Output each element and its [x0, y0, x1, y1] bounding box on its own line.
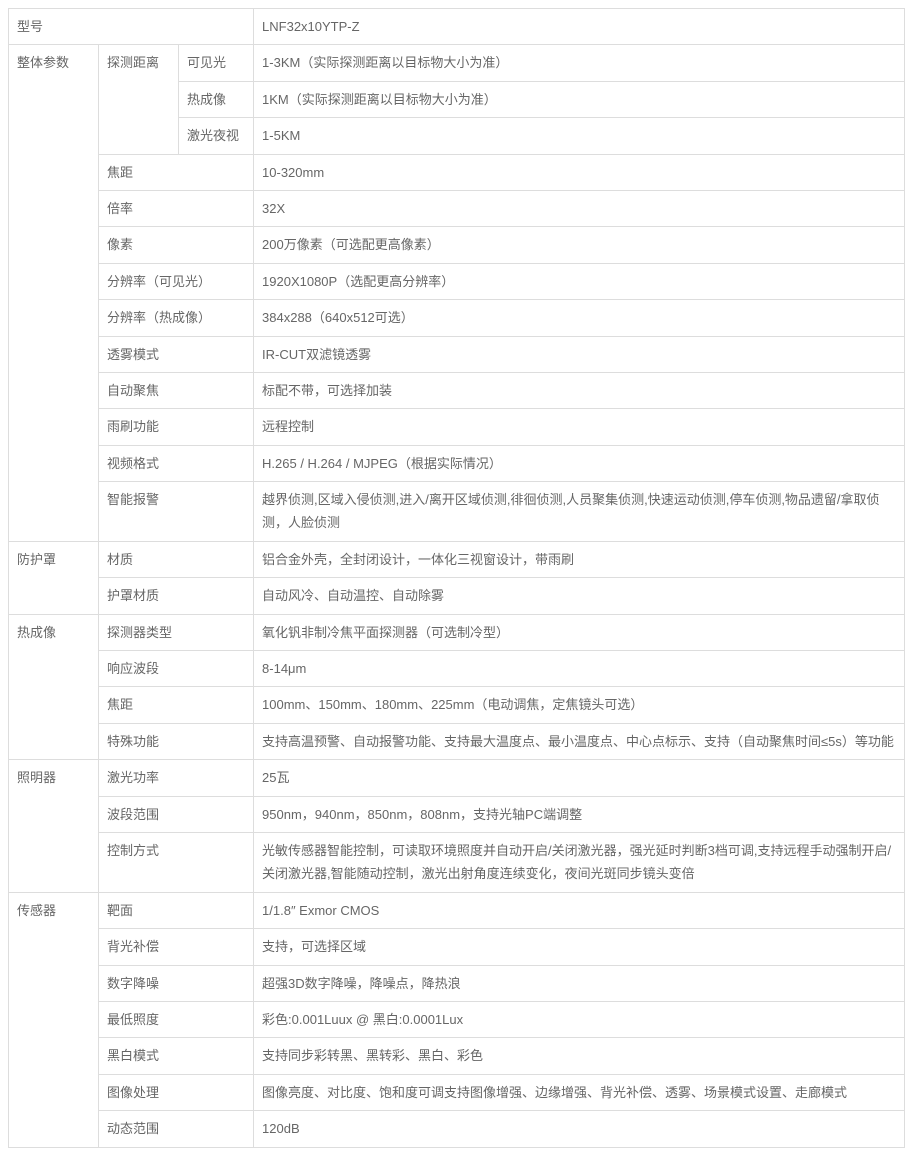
illum-label: 照明器: [9, 760, 99, 893]
overall-label: 整体参数: [9, 45, 99, 541]
sensor-target-label: 靶面: [99, 892, 254, 928]
thermal-focal-value: 100mm、150mm、180mm、225mm（电动调焦，定焦镜头可选）: [254, 687, 905, 723]
sensor-target-value: 1/1.8″ Exmor CMOS: [254, 892, 905, 928]
video-label: 视频格式: [99, 445, 254, 481]
alarm-value: 越界侦测,区域入侵侦测,进入/离开区域侦测,徘徊侦测,人员聚集侦测,快速运动侦测…: [254, 482, 905, 542]
housing-label: 防护罩: [9, 541, 99, 614]
pixel-value: 200万像素（可选配更高像素）: [254, 227, 905, 263]
af-label: 自动聚焦: [99, 372, 254, 408]
illum-band-value: 950nm，940nm，850nm，808nm，支持光轴PC端调整: [254, 796, 905, 832]
illum-power-value: 25瓦: [254, 760, 905, 796]
sensor-minlux-value: 彩色:0.001Luux @ 黑白:0.0001Lux: [254, 1001, 905, 1037]
illum-control-value: 光敏传感器智能控制，可读取环境照度并自动开启/关闭激光器，强光延时判断3档可调,…: [254, 832, 905, 892]
thermal-detector-value: 氧化钒非制冷焦平面探测器（可选制冷型）: [254, 614, 905, 650]
focal-value: 10-320mm: [254, 154, 905, 190]
alarm-label: 智能报警: [99, 482, 254, 542]
af-value: 标配不带，可选择加装: [254, 372, 905, 408]
thermal-special-value: 支持高温预警、自动报警功能、支持最大温度点、最小温度点、中心点标示、支持（自动聚…: [254, 723, 905, 759]
sensor-imgproc-label: 图像处理: [99, 1074, 254, 1110]
sensor-dnr-value: 超强3D数字降噪，降噪点，降热浪: [254, 965, 905, 1001]
video-value: H.265 / H.264 / MJPEG（根据实际情况）: [254, 445, 905, 481]
illum-control-label: 控制方式: [99, 832, 254, 892]
model-value: LNF32x10YTP-Z: [254, 9, 905, 45]
thermal-detector-label: 探测器类型: [99, 614, 254, 650]
thermal-special-label: 特殊功能: [99, 723, 254, 759]
detect-visible-label: 可见光: [179, 45, 254, 81]
defog-label: 透雾模式: [99, 336, 254, 372]
thermal-band-label: 响应波段: [99, 651, 254, 687]
wiper-label: 雨刷功能: [99, 409, 254, 445]
detect-visible-value: 1-3KM（实际探测距离以目标物大小为准）: [254, 45, 905, 81]
detect-label: 探测距离: [99, 45, 179, 154]
model-label: 型号: [9, 9, 254, 45]
focal-label: 焦距: [99, 154, 254, 190]
resth-label: 分辨率（热成像）: [99, 300, 254, 336]
detect-laser-value: 1-5KM: [254, 118, 905, 154]
detect-laser-label: 激光夜视: [179, 118, 254, 154]
sensor-imgproc-value: 图像亮度、对比度、饱和度可调支持图像增强、边缘增强、背光补偿、透雾、场景模式设置…: [254, 1074, 905, 1110]
sensor-label: 传感器: [9, 892, 99, 1147]
resvis-label: 分辨率（可见光）: [99, 263, 254, 299]
detect-thermal-value: 1KM（实际探测距离以目标物大小为准）: [254, 81, 905, 117]
sensor-dr-value: 120dB: [254, 1111, 905, 1147]
sensor-blc-label: 背光补偿: [99, 929, 254, 965]
sensor-dr-label: 动态范围: [99, 1111, 254, 1147]
housing-material-value: 铝合金外壳，全封闭设计，一体化三视窗设计，带雨刷: [254, 541, 905, 577]
sensor-bw-label: 黑白模式: [99, 1038, 254, 1074]
thermal-label: 热成像: [9, 614, 99, 760]
sensor-bw-value: 支持同步彩转黑、黑转彩、黑白、彩色: [254, 1038, 905, 1074]
resvis-value: 1920X1080P（选配更高分辨率）: [254, 263, 905, 299]
illum-power-label: 激光功率: [99, 760, 254, 796]
housing-cover-value: 自动风冷、自动温控、自动除雾: [254, 578, 905, 614]
sensor-dnr-label: 数字降噪: [99, 965, 254, 1001]
housing-material-label: 材质: [99, 541, 254, 577]
sensor-blc-value: 支持，可选择区域: [254, 929, 905, 965]
resth-value: 384x288（640x512可选）: [254, 300, 905, 336]
pixel-label: 像素: [99, 227, 254, 263]
spec-table: 型号 LNF32x10YTP-Z 整体参数 探测距离 可见光 1-3KM（实际探…: [8, 8, 905, 1148]
illum-band-label: 波段范围: [99, 796, 254, 832]
zoom-label: 倍率: [99, 190, 254, 226]
housing-cover-label: 护罩材质: [99, 578, 254, 614]
defog-value: IR-CUT双滤镜透雾: [254, 336, 905, 372]
thermal-focal-label: 焦距: [99, 687, 254, 723]
zoom-value: 32X: [254, 190, 905, 226]
thermal-band-value: 8-14μm: [254, 651, 905, 687]
sensor-minlux-label: 最低照度: [99, 1001, 254, 1037]
wiper-value: 远程控制: [254, 409, 905, 445]
detect-thermal-label: 热成像: [179, 81, 254, 117]
